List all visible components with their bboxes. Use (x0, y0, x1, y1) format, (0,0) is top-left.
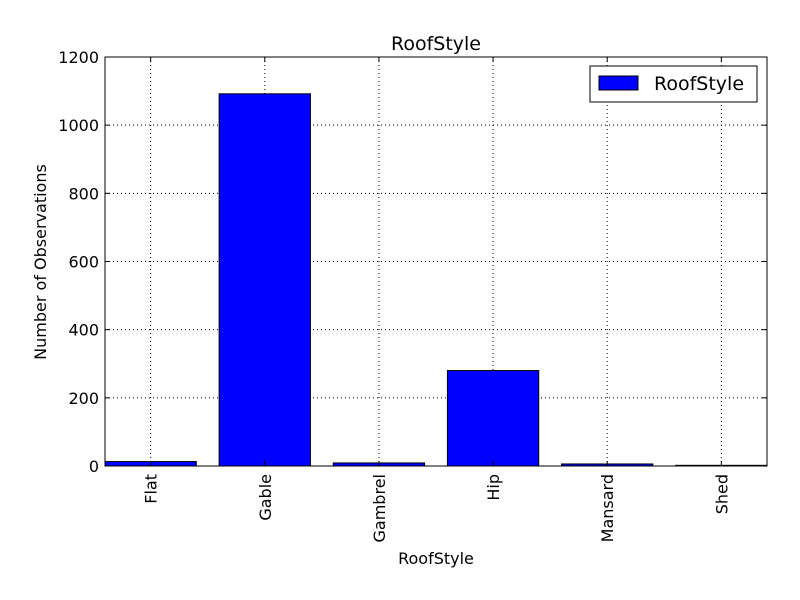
y-axis-label: Number of Observations (31, 164, 50, 360)
bar-gable (218, 93, 311, 467)
bars-layer (104, 93, 768, 467)
x-tick-label-shed: Shed (712, 474, 731, 514)
y-tick-label: 400 (68, 321, 99, 340)
y-tick-label: 800 (68, 184, 99, 203)
grid-layer (105, 56, 767, 467)
y-tick-label: 1000 (58, 116, 99, 135)
plot-frame (104, 56, 768, 467)
bar-hip (446, 370, 540, 467)
chart-title: RoofStyle (391, 33, 481, 55)
legend: RoofStyle (589, 65, 758, 103)
x-tick-label-hip: Hip (484, 474, 503, 501)
y-tick-label: 200 (68, 389, 99, 408)
ticks-layer: 0 200 400 600 800 1000 1200 Flat Gable Gambrel Hip… (58, 48, 767, 542)
y-tick-label: 1200 (58, 48, 99, 67)
legend-swatch (598, 75, 639, 91)
x-tick-label-mansard: Mansard (598, 474, 617, 542)
y-tick-label: 0 (89, 457, 99, 476)
x-tick-label-flat: Flat (142, 474, 161, 504)
x-tick-label-gambrel: Gambrel (370, 474, 389, 542)
x-axis-label: RoofStyle (398, 549, 474, 568)
legend-label: RoofStyle (654, 73, 744, 95)
y-tick-label: 600 (68, 253, 99, 272)
x-tick-label-gable: Gable (256, 474, 275, 521)
